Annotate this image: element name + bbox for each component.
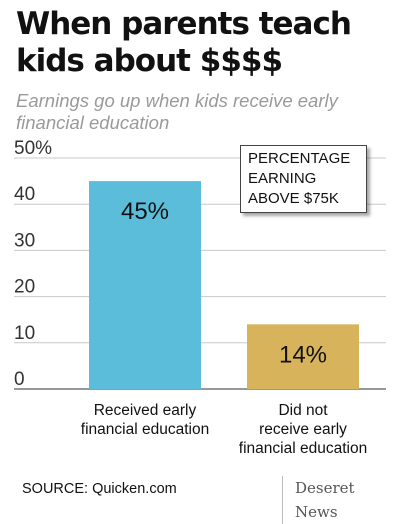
y-tick-label-40: 40	[14, 184, 35, 205]
category-labels: Received early financial education Did not…	[81, 402, 367, 457]
brand-logo: Deseret News	[282, 476, 400, 524]
y-tick-label-30: 30	[14, 230, 35, 251]
data-labels: 45% 14%	[121, 198, 327, 368]
chart-subtitle: Earnings go up when kids receive early f…	[16, 90, 338, 133]
data-label-2: 14%	[279, 341, 327, 368]
y-tick-label-0: 0	[14, 369, 25, 390]
bars	[89, 181, 359, 389]
y-tick-label-20: 20	[14, 277, 35, 298]
y-tick-label-10: 10	[14, 323, 35, 344]
source-note: SOURCE: Quicken.com	[22, 481, 177, 497]
bar-2	[247, 324, 359, 389]
category-label-2: Did not receive early financial education	[239, 402, 367, 457]
bar-1	[89, 181, 201, 389]
bar-chart: 0 10 20 30 40 50% 45% 14% Received early financ…	[14, 138, 386, 457]
annotation-box: PERCENTAGE EARNING ABOVE $75K	[240, 145, 367, 213]
y-axis-ticks: 0 10 20 30 40 50%	[14, 138, 52, 390]
y-tick-label-50: 50%	[14, 138, 52, 159]
data-label-1: 45%	[121, 198, 169, 225]
category-label-1: Received early financial education	[81, 402, 209, 438]
chart-title: When parents teach kids about $$$$	[16, 6, 352, 79]
